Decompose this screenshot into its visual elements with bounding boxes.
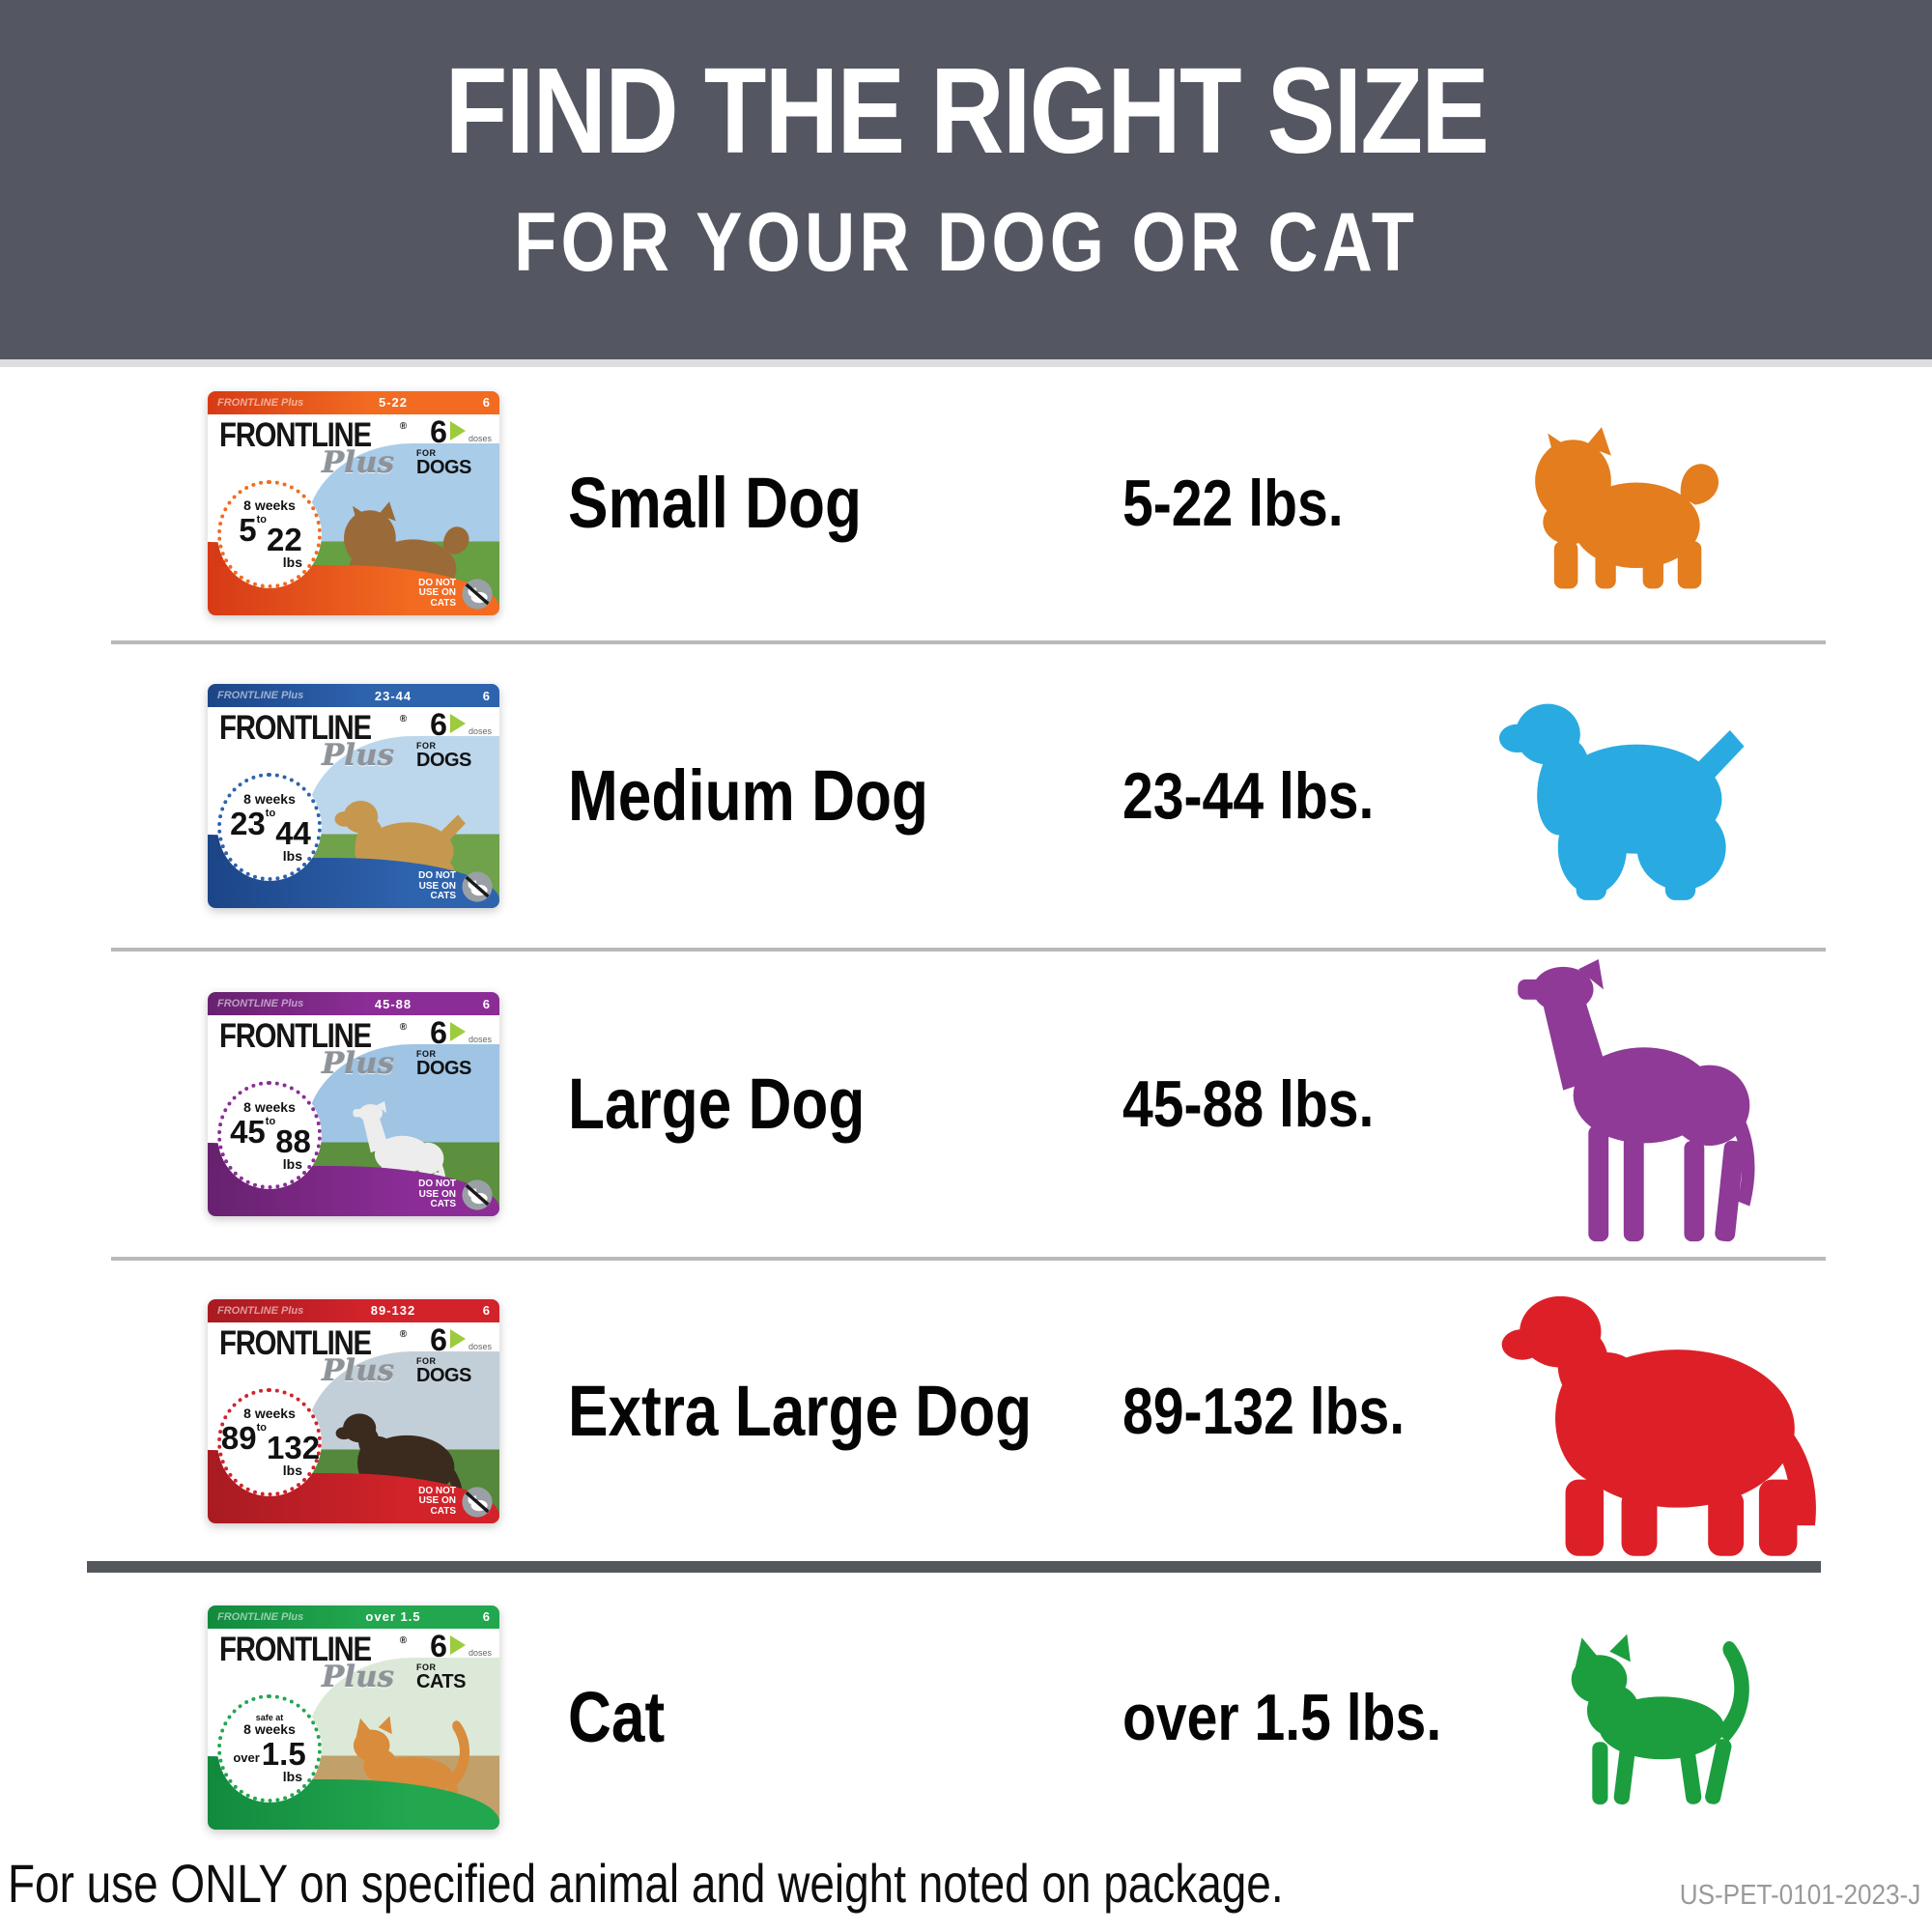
for-species-label: FOR DOGS: [416, 1049, 471, 1079]
applicator-icon: [449, 714, 466, 733]
plus-logo: Plus: [322, 1352, 395, 1388]
small-dog-silhouette: [1522, 416, 1720, 590]
weight-range: 89-132 lbs.: [1122, 1374, 1406, 1448]
frontline-logo: FRONTLINE ®: [219, 1017, 408, 1055]
page-subtitle: FOR YOUR DOG OR CAT: [514, 196, 1418, 289]
weight-badge: 8 weeks 23 to 44 lbs: [217, 773, 322, 881]
size-label: Large Dog: [568, 1064, 866, 1144]
strip-weight-range: over 1.5: [365, 1609, 421, 1624]
weight-range: 23-44 lbs.: [1122, 759, 1375, 833]
size-label: Small Dog: [568, 462, 862, 543]
strip-doses: 6: [482, 1609, 490, 1624]
doses-count: 6 doses: [430, 1321, 492, 1357]
applicator-icon: [449, 420, 466, 440]
doses-count: 6 doses: [430, 707, 492, 742]
for-species-label: FOR CATS: [416, 1662, 466, 1692]
applicator-icon: [449, 1634, 466, 1655]
strip-doses: 6: [482, 1303, 490, 1318]
plus-logo: Plus: [322, 738, 395, 773]
weight-badge: 8 weeks 5 to 22 lbs: [217, 479, 322, 588]
doses-count: 6 doses: [430, 1628, 492, 1663]
row-medium-dog: FRONTLINE Plus 23-44 6 FRONTLINE ® Plus F…: [0, 644, 1932, 948]
applicator-icon: [449, 1328, 466, 1349]
product-box-medium-dog: FRONTLINE Plus 23-44 6 FRONTLINE ® Plus F…: [208, 684, 499, 908]
weight-badge: 8 weeks 89 to 132 lbs: [217, 1387, 322, 1496]
row-extra-large-dog: FRONTLINE Plus 89-132 6 FRONTLINE ® Plus …: [0, 1261, 1932, 1561]
footer-reference-code: US-PET-0101-2023-J: [1679, 1880, 1920, 1911]
box-top-strip: FRONTLINE Plus 5-22 6: [208, 390, 499, 414]
strip-doses: 6: [482, 395, 490, 410]
box-top-strip: FRONTLINE Plus 23-44 6: [208, 684, 499, 707]
plus-logo: Plus: [322, 444, 395, 480]
box-top-strip: FRONTLINE Plus 45-88 6: [208, 992, 499, 1015]
strip-weight-range: 5-22: [378, 395, 409, 410]
page-title: FIND THE RIGHT SIZE: [444, 43, 1489, 179]
for-species-label: FOR DOGS: [416, 1355, 471, 1386]
dog-cat-divider: [87, 1561, 1821, 1573]
strip-brand: FRONTLINE Plus: [217, 1610, 304, 1623]
row-divider: [111, 1257, 1826, 1261]
product-box-extra-large-dog: FRONTLINE Plus 89-132 6 FRONTLINE ® Plus …: [208, 1298, 499, 1523]
size-label: Cat: [568, 1676, 666, 1757]
strip-brand: FRONTLINE Plus: [217, 396, 304, 409]
plus-logo: Plus: [322, 1659, 395, 1694]
no-cats-icon: [461, 1486, 494, 1519]
product-box-small-dog: FRONTLINE Plus 5-22 6 FRONTLINE ® Plus FO…: [208, 390, 499, 615]
footer-disclaimer: For use ONLY on specified animal and wei…: [8, 1853, 1284, 1914]
do-not-use-on-cats-badge: DO NOT USE ON CATS: [400, 1486, 494, 1519]
row-divider: [111, 640, 1826, 644]
strip-brand: FRONTLINE Plus: [217, 1304, 304, 1317]
product-box-large-dog: FRONTLINE Plus 45-88 6 FRONTLINE ® Plus F…: [208, 992, 499, 1216]
frontline-logo: FRONTLINE ®: [219, 1323, 408, 1362]
applicator-icon: [449, 1022, 466, 1041]
box-top-strip: FRONTLINE Plus over 1.5 6: [208, 1605, 499, 1629]
strip-weight-range: 23-44: [374, 688, 412, 703]
frontline-logo: FRONTLINE ®: [219, 709, 408, 747]
do-not-use-on-cats-badge: DO NOT USE ON CATS: [400, 1179, 494, 1211]
row-large-dog: FRONTLINE Plus 45-88 6 FRONTLINE ® Plus F…: [0, 952, 1932, 1257]
frontline-logo: FRONTLINE ®: [219, 1630, 408, 1668]
do-not-use-on-cats-badge: DO NOT USE ON CATS: [400, 578, 494, 611]
weight-badge: safe at 8 weeks over 1.5 lbs: [217, 1693, 322, 1803]
no-cats-icon: [461, 870, 494, 903]
large-dog-silhouette: [1509, 959, 1781, 1249]
weight-range: over 1.5 lbs.: [1122, 1680, 1442, 1754]
strip-brand: FRONTLINE Plus: [217, 690, 304, 701]
no-cats-icon: [461, 1179, 494, 1211]
extra-large-dog-silhouette: [1499, 1277, 1835, 1561]
strip-doses: 6: [482, 688, 490, 703]
row-divider: [111, 948, 1826, 952]
weight-range: 5-22 lbs.: [1122, 466, 1344, 540]
frontline-logo: FRONTLINE ®: [219, 415, 408, 454]
weight-badge: 8 weeks 45 to 88 lbs: [217, 1081, 322, 1189]
size-label: Extra Large Dog: [568, 1370, 1033, 1451]
product-box-cat: FRONTLINE Plus over 1.5 6 FRONTLINE ® Plu…: [208, 1605, 499, 1830]
do-not-use-on-cats-badge: DO NOT USE ON CATS: [400, 870, 494, 903]
doses-count: 6 doses: [430, 413, 492, 449]
plus-logo: Plus: [322, 1046, 395, 1081]
strip-weight-range: 45-88: [374, 996, 412, 1011]
row-small-dog: FRONTLINE Plus 5-22 6 FRONTLINE ® Plus FO…: [0, 365, 1932, 640]
strip-doses: 6: [482, 996, 490, 1011]
weight-range: 45-88 lbs.: [1122, 1067, 1375, 1141]
row-cat: FRONTLINE Plus over 1.5 6 FRONTLINE ® Plu…: [0, 1575, 1932, 1860]
strip-brand: FRONTLINE Plus: [217, 998, 304, 1009]
strip-weight-range: 89-132: [370, 1303, 416, 1318]
box-top-strip: FRONTLINE Plus 89-132 6: [208, 1298, 499, 1322]
cat-silhouette: [1544, 1631, 1750, 1804]
size-label: Medium Dog: [568, 755, 928, 836]
no-cats-icon: [461, 578, 494, 611]
doses-count: 6 doses: [430, 1015, 492, 1050]
header-banner: FIND THE RIGHT SIZE FOR YOUR DOG OR CAT: [0, 0, 1932, 367]
medium-dog-silhouette: [1492, 690, 1761, 902]
for-species-label: FOR DOGS: [416, 447, 471, 478]
for-species-label: FOR DOGS: [416, 741, 471, 771]
